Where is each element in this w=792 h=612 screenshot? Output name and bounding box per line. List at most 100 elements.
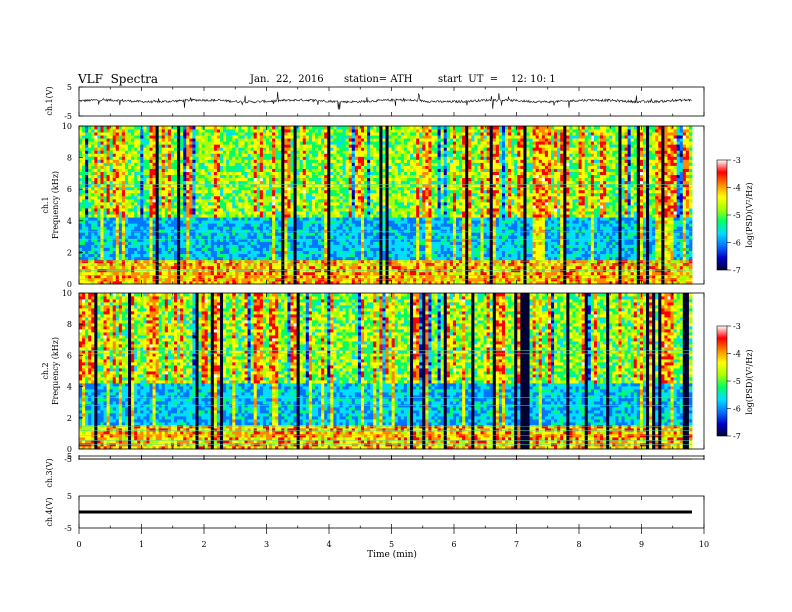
spectrogram-cell [192, 156, 196, 160]
spectrogram-cell [226, 235, 230, 239]
spectrogram-cell [216, 265, 221, 270]
spectrogram-cell [189, 256, 193, 261]
spectrogram-cell [167, 132, 172, 136]
spectrogram-cell [318, 259, 322, 264]
spectrogram-cell [229, 247, 233, 251]
spectrogram-cell [170, 229, 175, 233]
spectrogram-cell [351, 232, 356, 236]
spectrogram-cell [186, 126, 190, 130]
spectrogram-cell [152, 177, 157, 182]
spectrogram-cell [345, 201, 350, 206]
spectrogram-cell [155, 147, 160, 151]
spectrogram-cell [210, 223, 215, 227]
spectrogram-cell [79, 211, 83, 215]
spectrogram-cell [330, 171, 334, 176]
spectrogram-cell [241, 277, 245, 282]
spectrogram-cell [241, 189, 245, 194]
spectrogram-cell [207, 244, 212, 248]
spectrogram-cell [121, 211, 126, 215]
spectrogram-cell [100, 235, 104, 239]
spectrogram-cell [155, 138, 160, 142]
spectrogram-cell [253, 177, 258, 182]
spectrogram-cell [198, 253, 202, 258]
spectrogram-cell [124, 126, 129, 130]
spectrogram-cell [278, 238, 282, 242]
spectrogram-cell [244, 156, 248, 160]
spectrogram-cell [198, 144, 202, 148]
spectrogram-cell [164, 238, 169, 242]
spectrogram-cell [336, 220, 340, 224]
spectrogram-cell [167, 208, 172, 212]
spectrogram-cell [106, 220, 111, 224]
spectrogram-cell [97, 256, 101, 261]
spectrogram-cell [296, 138, 301, 142]
spectrogram-cell [207, 201, 212, 206]
spectrogram-cell [351, 259, 356, 264]
spectrogram-cell [293, 129, 298, 133]
spectrogram-cell [100, 241, 104, 245]
spectrogram-cell [91, 214, 95, 218]
spectrogram-cell [177, 214, 181, 218]
spectrogram-cell [170, 168, 175, 172]
spectrogram-cell [112, 159, 117, 163]
spectrogram-cell [97, 229, 101, 233]
spectrogram-cell [201, 256, 206, 261]
spectrogram-cell [177, 144, 181, 148]
spectrogram-cell [131, 238, 135, 242]
spectrogram-cell [339, 126, 343, 130]
spectrogram-cell [186, 211, 190, 215]
spectrogram-cell [85, 271, 89, 276]
spectrogram-cell [256, 129, 261, 133]
spectrogram-cell [204, 135, 209, 139]
spectrogram-cell [189, 183, 193, 188]
spectrogram-cell [305, 241, 310, 245]
spectrogram-cell [91, 235, 95, 239]
spectrogram-cell [94, 192, 98, 197]
spectrogram-cell [360, 271, 365, 276]
spectrogram-cell [324, 205, 328, 209]
spectrogram-cell [100, 132, 104, 136]
spectrogram-cell [219, 168, 224, 172]
spectrogram-cell [97, 217, 101, 221]
spectrogram-cell [94, 214, 98, 218]
spectrogram-cell [115, 238, 120, 242]
spectrogram-cell [207, 238, 212, 242]
spectrogram-cell [367, 211, 371, 215]
spectrogram-cell [152, 253, 157, 258]
spectrogram-cell [195, 159, 199, 163]
spectrogram-cell [161, 147, 166, 151]
spectrogram-cell [140, 241, 144, 245]
spectrogram-cell [192, 150, 196, 154]
spectrogram-cell [94, 271, 98, 276]
spectrogram-cell [180, 183, 184, 188]
spectrogram-cell [94, 223, 98, 227]
spectrogram-cell [290, 147, 294, 151]
spectrogram-cell [143, 241, 147, 245]
spectrogram-cell [118, 274, 123, 279]
spectrogram-cell [229, 220, 233, 224]
spectrogram-cell [100, 214, 104, 218]
spectrogram-cell [106, 217, 111, 221]
spectrogram-cell [348, 280, 353, 285]
spectrogram-cell [106, 144, 111, 148]
spectrogram-cell [109, 138, 114, 142]
spectrogram-cell [318, 247, 322, 251]
spectrogram-cell [305, 259, 310, 264]
spectrogram-cell [302, 150, 307, 154]
spectrogram-cell [88, 198, 92, 203]
spectrogram-cell [134, 141, 138, 145]
spectrogram-cell [149, 150, 153, 154]
spectrogram-cell [186, 141, 190, 145]
spectrogram-cell [296, 247, 301, 251]
spectrogram-cell [97, 159, 101, 163]
spectrogram-cell [336, 165, 340, 169]
spectrogram-cell [284, 162, 288, 166]
spectrogram-cell [170, 256, 175, 261]
spectrogram-cell [183, 180, 187, 185]
spectrogram-cell [235, 274, 239, 279]
spectrogram-cell [223, 256, 227, 261]
spectrogram-cell [128, 265, 132, 270]
spectrogram-cell [164, 271, 169, 276]
spectrogram-cell [94, 171, 98, 176]
spectrogram-cell [97, 235, 101, 239]
